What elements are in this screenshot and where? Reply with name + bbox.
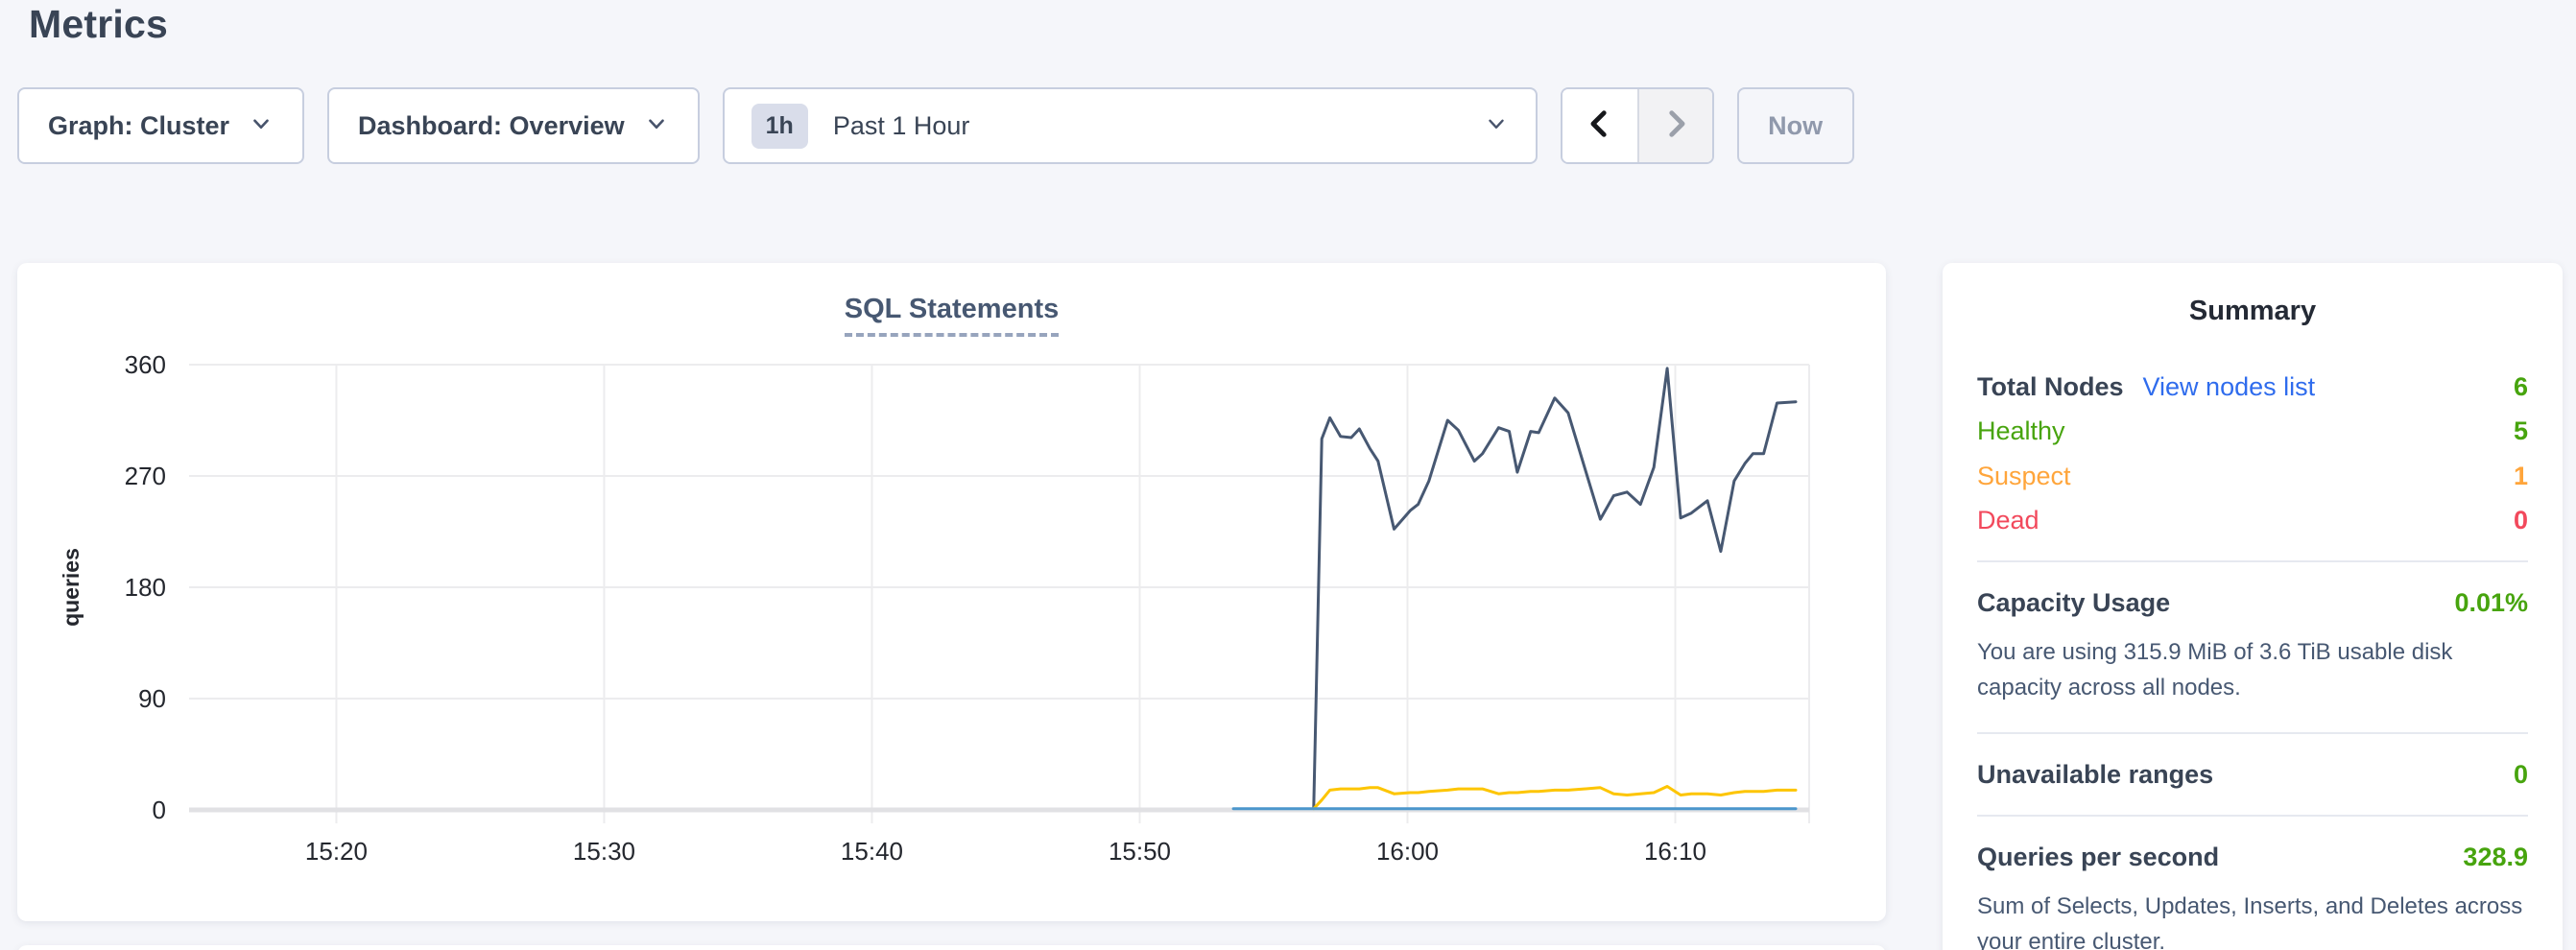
capacity-row: Capacity Usage 0.01% <box>1977 588 2528 618</box>
capacity-description: You are using 315.9 MiB of 3.6 TiB usabl… <box>1977 638 2453 701</box>
svg-text:16:10: 16:10 <box>1644 837 1706 866</box>
suspect-value: 1 <box>2513 461 2528 490</box>
dead-nodes-row: Dead 0 <box>1977 507 2528 534</box>
sql-statements-chart-plot[interactable]: 15:20 15:30 15:40 15:50 16:00 16:10 0 90 180 270 3… <box>17 263 1886 921</box>
total-nodes-value: 6 <box>2513 372 2528 401</box>
capacity-value: 0.01% <box>2454 588 2528 618</box>
chevron-down-icon <box>644 111 669 141</box>
chevron-down-icon <box>1484 111 1509 141</box>
divider <box>1977 815 2528 818</box>
svg-text:15:30: 15:30 <box>573 837 635 866</box>
qps-label: Queries per second <box>1977 843 2220 872</box>
svg-text:360: 360 <box>125 350 166 379</box>
view-nodes-list-link[interactable]: View nodes list <box>2142 372 2316 401</box>
time-window-label: Past 1 Hour <box>832 110 970 140</box>
unavailable-ranges-row: Unavailable ranges 0 <box>1977 760 2528 790</box>
summary-panel: Summary Total Nodes View nodes list 6 He… <box>1943 263 2563 950</box>
qps-section: Queries per second 328.9 Sum of Selects,… <box>1977 843 2528 950</box>
divider <box>1977 560 2528 563</box>
chevron-left-icon <box>1584 107 1616 145</box>
dashboard-dropdown[interactable]: Dashboard: Overview <box>327 87 700 164</box>
graph-scope-dropdown-label: Graph: Cluster <box>48 110 230 140</box>
dashboard-dropdown-label: Dashboard: Overview <box>358 110 625 140</box>
step-forward-button[interactable] <box>1636 89 1712 162</box>
healthy-nodes-row: Healthy 5 <box>1977 416 2528 446</box>
unavailable-ranges-section: Unavailable ranges 0 <box>1977 760 2528 790</box>
svg-text:270: 270 <box>125 462 166 490</box>
time-step-buttons <box>1560 87 1714 164</box>
svg-text:180: 180 <box>125 573 166 602</box>
svg-text:90: 90 <box>138 684 166 713</box>
total-nodes-label: Total Nodes <box>1977 372 2124 401</box>
qps-description: Sum of Selects, Updates, Inserts, and De… <box>1977 892 2523 950</box>
svg-text:0: 0 <box>153 796 166 824</box>
healthy-value: 5 <box>2513 416 2528 446</box>
sql-statements-chart-card: SQL Statements 15:20 15:30 15:40 15:50 16:00… <box>17 263 1886 921</box>
qps-row: Queries per second 328.9 <box>1977 843 2528 872</box>
suspect-label: Suspect <box>1977 461 2071 490</box>
svg-text:queries: queries <box>59 548 83 627</box>
chart-title[interactable]: SQL Statements <box>844 294 1060 337</box>
metrics-toolbar: Graph: Cluster Dashboard: Overview 1h Pa… <box>17 87 1854 164</box>
chevron-right-icon <box>1659 107 1692 145</box>
chevron-down-icon <box>249 111 274 141</box>
capacity-label: Capacity Usage <box>1977 588 2171 618</box>
graph-scope-dropdown[interactable]: Graph: Cluster <box>17 87 305 164</box>
dead-value: 0 <box>2513 506 2528 535</box>
healthy-label: Healthy <box>1977 416 2065 446</box>
time-window-badge: 1h <box>751 103 808 149</box>
svg-text:15:50: 15:50 <box>1109 837 1171 866</box>
page-title: Metrics <box>29 2 168 46</box>
suspect-nodes-row: Suspect 1 <box>1977 461 2528 490</box>
now-button[interactable]: Now <box>1736 87 1854 164</box>
unavailable-ranges-label: Unavailable ranges <box>1977 760 2214 790</box>
svg-text:15:40: 15:40 <box>841 837 903 866</box>
time-window-selector[interactable]: 1h Past 1 Hour <box>722 87 1538 164</box>
summary-title: Summary <box>2188 296 2317 326</box>
svg-text:15:20: 15:20 <box>305 837 368 866</box>
nodes-section: Total Nodes View nodes list 6 Healthy 5 … <box>1977 373 2528 534</box>
next-chart-card <box>17 945 1886 950</box>
step-back-button[interactable] <box>1562 89 1637 162</box>
divider <box>1977 732 2528 735</box>
total-nodes-row: Total Nodes View nodes list 6 <box>1977 372 2528 401</box>
capacity-section: Capacity Usage 0.01% You are using 315.9… <box>1977 589 2528 705</box>
unavailable-ranges-value: 0 <box>2513 760 2528 790</box>
qps-value: 328.9 <box>2463 843 2528 872</box>
svg-text:16:00: 16:00 <box>1376 837 1439 866</box>
dead-label: Dead <box>1977 506 2039 535</box>
chart-title-wrap: SQL Statements <box>17 294 1886 337</box>
